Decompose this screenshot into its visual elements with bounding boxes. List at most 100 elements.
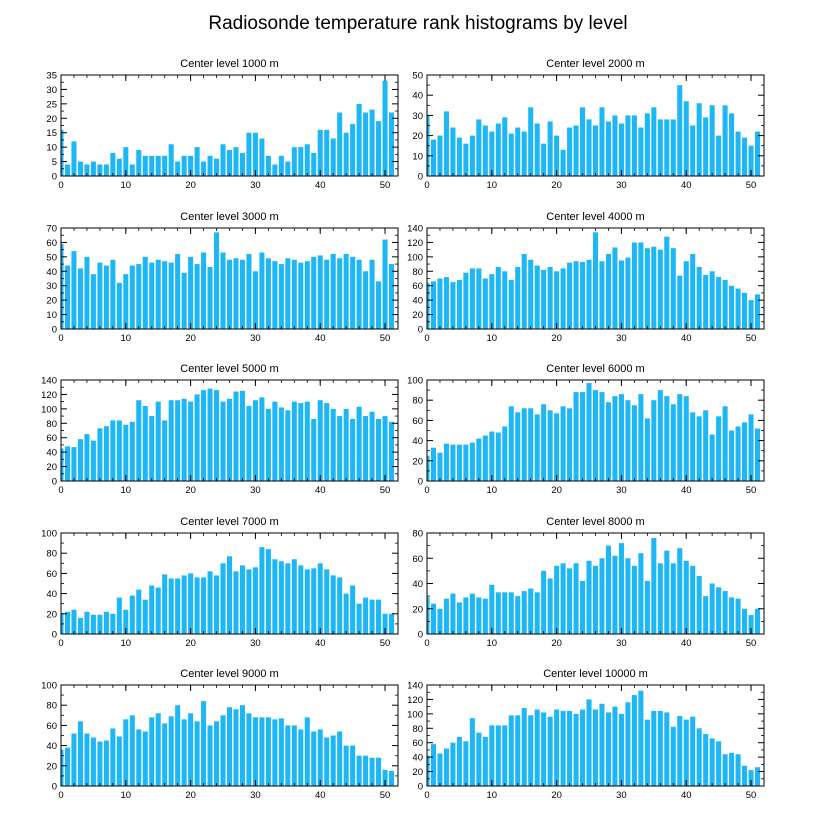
histogram-bar (103, 611, 109, 634)
histogram-bar (612, 396, 618, 481)
x-tick-label: 50 (746, 333, 757, 344)
y-tick-label: 0 (418, 782, 423, 793)
panel-title: Center level 10000 m (543, 668, 648, 680)
histogram-bar (311, 568, 317, 634)
histogram-bar (482, 125, 488, 176)
histogram-bar (388, 112, 395, 176)
histogram-bar (618, 123, 624, 176)
histogram-bar (748, 615, 754, 634)
histogram-bar (644, 248, 650, 329)
histogram-bar (175, 161, 181, 176)
y-tick-label: 0 (52, 477, 57, 488)
histogram-bar (90, 614, 96, 634)
histogram-bar (214, 575, 220, 634)
histogram-bar (580, 580, 586, 634)
histogram-bar (317, 400, 323, 481)
histogram-bar (233, 147, 239, 176)
histogram-bar (508, 133, 514, 176)
histogram-bar (116, 597, 122, 634)
y-tick-label: 120 (407, 238, 423, 249)
histogram-bar (265, 549, 271, 634)
histogram-bar (722, 754, 728, 786)
histogram-bar (155, 713, 161, 786)
histogram-bar (103, 265, 109, 329)
x-tick-label: 30 (616, 180, 627, 191)
histogram-bar (554, 135, 560, 176)
histogram-bar (272, 261, 278, 329)
histogram-bar (463, 143, 469, 176)
histogram-bar (168, 400, 174, 481)
y-tick-label: 20 (46, 462, 57, 473)
x-tick-label: 50 (746, 638, 757, 649)
histogram-bar (508, 715, 514, 786)
x-tick-label: 0 (424, 638, 429, 649)
histogram-bar (136, 150, 142, 176)
histogram-bar (90, 274, 96, 329)
histogram-bar (194, 394, 200, 481)
histogram-bar (592, 565, 599, 634)
histogram-bar (696, 728, 702, 786)
histogram-bar (482, 736, 488, 786)
histogram-bar (71, 733, 77, 786)
histogram-bar (657, 390, 663, 481)
histogram-bar (521, 131, 527, 176)
histogram-bar (573, 261, 579, 329)
y-tick-label: 100 (407, 252, 423, 263)
histogram-bar (683, 560, 689, 634)
x-tick-label: 40 (315, 333, 326, 344)
histogram-bar (605, 402, 611, 481)
y-tick-label: 0 (52, 782, 57, 793)
histogram-bar (430, 281, 437, 329)
histogram-bar (677, 548, 683, 634)
histogram-bar (495, 266, 501, 329)
histogram-bar (554, 271, 560, 329)
y-tick-label: 40 (46, 741, 57, 752)
histogram-bar (547, 410, 553, 481)
histogram-bar (456, 137, 462, 176)
x-tick-label: 30 (250, 180, 261, 191)
y-tick-label: 0 (418, 630, 423, 641)
histogram-bar (311, 731, 317, 786)
histogram-bar (748, 145, 754, 176)
histogram-bar (560, 149, 566, 176)
histogram-bar (521, 708, 527, 786)
histogram-bar (508, 279, 514, 329)
histogram-bar (239, 565, 245, 634)
histogram-bar (330, 408, 336, 481)
histogram-bar (567, 408, 573, 481)
histogram-bar (541, 404, 547, 481)
histogram-bar (443, 111, 449, 176)
histogram-bar (618, 543, 624, 634)
histogram-bar (388, 770, 395, 786)
y-tick-label: 50 (412, 71, 423, 82)
histogram-bar (285, 725, 291, 786)
histogram-bar (534, 123, 540, 176)
histogram-bar (625, 400, 631, 481)
y-tick-label: 40 (46, 448, 57, 459)
histogram-bar (625, 115, 631, 176)
histogram-bar (677, 85, 683, 176)
histogram-bar (226, 556, 233, 634)
histogram-bar (476, 732, 482, 786)
histogram-bar (207, 725, 213, 786)
histogram-bar (350, 745, 356, 786)
histogram-bar (155, 401, 161, 481)
histogram-bar (214, 232, 220, 329)
histogram-bar (330, 575, 336, 634)
histogram-bar (722, 279, 728, 329)
histogram-bar (350, 418, 356, 481)
histogram-bar (259, 397, 265, 481)
histogram-bar (677, 716, 683, 786)
y-tick-label: 20 (412, 310, 423, 321)
histogram-bar (220, 401, 226, 481)
histogram-bar (382, 769, 388, 786)
histogram-bar (657, 710, 663, 786)
histogram-bar (168, 144, 174, 176)
y-tick-label: 30 (412, 111, 423, 122)
panel-title: Center level 6000 m (546, 363, 644, 375)
x-tick-label: 40 (315, 790, 326, 801)
histogram-bar (239, 390, 245, 481)
histogram-bar (592, 232, 599, 329)
histogram-bar (618, 713, 624, 786)
histogram-bar (149, 717, 155, 786)
